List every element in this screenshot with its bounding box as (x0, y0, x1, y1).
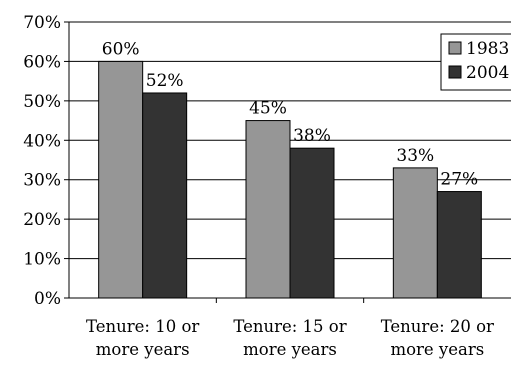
category-label-2-line-2: more years (243, 340, 337, 359)
y-tick-label: 30% (23, 171, 61, 191)
category-label-3-line-2: more years (390, 340, 484, 359)
data-label-1983-2: 45% (249, 99, 287, 119)
legend-swatch-2004 (448, 65, 462, 79)
legend-label-1983: 1983 (466, 39, 509, 59)
y-tick-label: 10% (23, 250, 61, 270)
legend-label-2004: 2004 (466, 63, 509, 83)
legend-box (440, 33, 511, 91)
bar-1983-1 (98, 60, 144, 299)
bar-2004-2 (289, 147, 335, 299)
category-label-3-line-1: Tenure: 20 or (381, 317, 494, 336)
y-tick-label: 70% (23, 13, 61, 33)
data-label-2004-1: 52% (146, 71, 184, 91)
category-label-1-line-1: Tenure: 10 or (86, 317, 199, 336)
bar-1983-3 (392, 167, 438, 299)
bar-1983-2 (245, 120, 291, 299)
y-tick-label: 0% (34, 289, 61, 309)
y-tick-label: 60% (23, 52, 61, 72)
data-label-2004-2: 38% (293, 126, 331, 146)
bar-2004-1 (142, 92, 188, 299)
data-label-1983-3: 33% (396, 146, 434, 166)
y-tick-label: 40% (23, 131, 61, 151)
category-label-1-line-2: more years (96, 340, 190, 359)
y-tick-label: 20% (23, 210, 61, 230)
data-label-1983-1: 60% (102, 39, 140, 59)
legend-swatch-1983 (448, 41, 462, 55)
y-tick-label: 50% (23, 92, 61, 112)
category-label-2-line-1: Tenure: 15 or (233, 317, 346, 336)
data-label-2004-3: 27% (440, 170, 478, 190)
bar-2004-3 (436, 191, 482, 299)
